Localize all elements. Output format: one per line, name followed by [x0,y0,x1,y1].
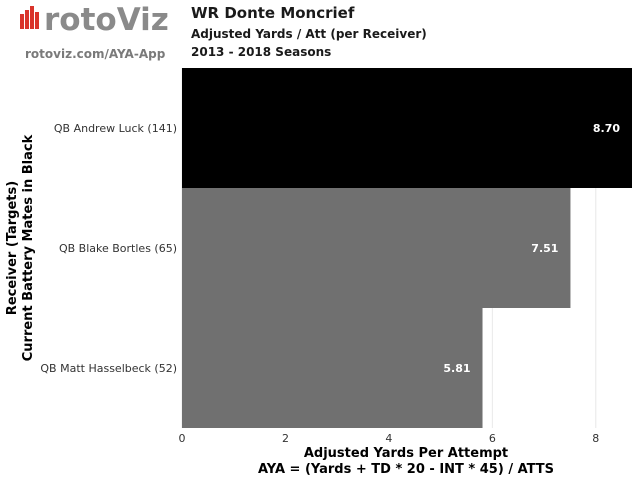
logo-text: rotoViz [44,2,169,38]
bar [182,68,632,188]
y-axis-label: Receiver (Targets) [5,181,20,315]
x-tick-label: 8 [592,432,599,445]
site-url: rotoviz.com/AYA-App [25,47,166,61]
x-tick-label: 0 [179,432,186,445]
rotoviz-logo: rotoViz [20,2,169,38]
x-axis-formula: AYA = (Yards + TD * 20 - INT * 45) / ATT… [258,462,554,477]
x-tick-label: 6 [489,432,496,445]
chart-subtitle: Adjusted Yards / Att (per Receiver) [191,27,427,41]
category-label: QB Andrew Luck (141) [54,122,177,135]
bar-chart-icon [20,6,39,29]
bar [182,308,483,428]
x-axis-label: Adjusted Yards Per Attempt [304,446,508,461]
category-label: QB Blake Bortles (65) [59,242,177,255]
bar-value-label: 8.70 [593,122,620,135]
category-label: QB Matt Hasselbeck (52) [40,362,177,375]
bar-value-label: 7.51 [531,242,558,255]
y-axis-sublabel: Current Battery Mates in Black [21,134,36,361]
x-axis-ticks: 0 2 4 6 8 [179,432,600,445]
bar-value-label: 5.81 [443,362,470,375]
value-labels: 8.70 7.51 5.81 [443,122,620,375]
chart-seasons: 2013 - 2018 Seasons [191,45,331,59]
chart-title: WR Donte Moncrief [191,4,355,22]
x-tick-label: 4 [385,432,392,445]
bars [182,68,632,428]
x-tick-label: 2 [282,432,289,445]
category-labels: QB Andrew Luck (141) QB Blake Bortles (65… [40,122,177,375]
bar [182,188,571,308]
